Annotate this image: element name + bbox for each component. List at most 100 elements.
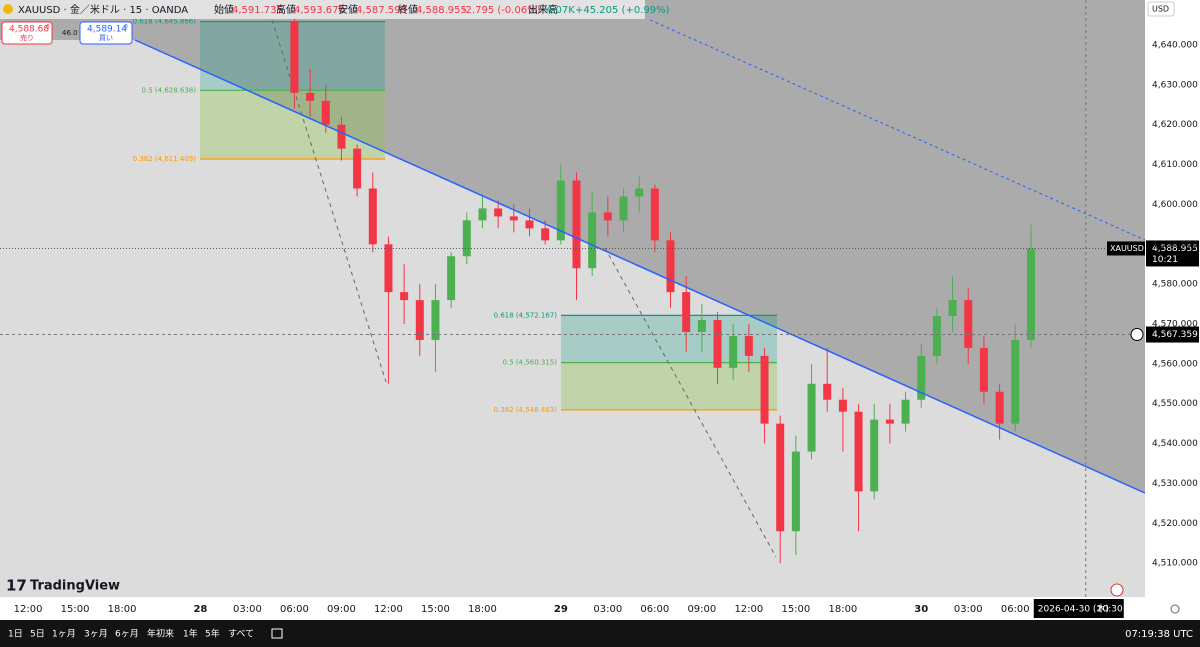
last-price-tag bbox=[1146, 240, 1199, 267]
x-tick-label: 28 bbox=[193, 604, 207, 615]
range-button[interactable]: すべて bbox=[228, 629, 254, 640]
y-tick-label: 4,580.000 bbox=[1152, 280, 1198, 290]
candle-body bbox=[368, 188, 377, 245]
crosshair-x-time: 10:30 bbox=[1097, 605, 1123, 615]
candle-body bbox=[823, 383, 832, 400]
candle-body bbox=[447, 256, 456, 301]
x-tick-label: 15:00 bbox=[61, 604, 90, 615]
candle-body bbox=[791, 451, 800, 532]
toolbar bbox=[0, 620, 1200, 647]
candle-body bbox=[603, 212, 612, 221]
symbol[interactable]: XAUUSD · 金／米ドル · 15 · OANDA bbox=[18, 3, 188, 16]
candle-body bbox=[854, 411, 863, 492]
range-button[interactable]: 1ヶ月 bbox=[52, 629, 76, 640]
fib-guide bbox=[604, 247, 777, 558]
range-button[interactable]: 年初来 bbox=[147, 628, 174, 640]
clock: 07:19:38 UTC bbox=[1125, 629, 1193, 640]
candle-body bbox=[635, 188, 644, 197]
candle-body bbox=[917, 355, 926, 400]
range-button[interactable]: 6ヶ月 bbox=[115, 629, 139, 640]
candle-body bbox=[321, 100, 330, 125]
candle-body bbox=[948, 300, 957, 317]
x-tick-label: 18:00 bbox=[108, 604, 137, 615]
candle-body bbox=[807, 383, 816, 452]
y-tick-label: 4,570.000 bbox=[1152, 320, 1198, 330]
range-button[interactable]: 5日 bbox=[30, 629, 45, 640]
logo-mark: 17 bbox=[6, 577, 27, 595]
crosshair-y-tag bbox=[1146, 326, 1199, 343]
time-axis bbox=[0, 597, 1200, 620]
candle-body bbox=[290, 21, 299, 93]
candle-body bbox=[713, 320, 722, 368]
symbol-tag bbox=[1107, 241, 1145, 256]
candle-body bbox=[415, 300, 424, 340]
candle-body bbox=[556, 180, 565, 241]
y-tick-label: 4,590.000 bbox=[1152, 240, 1198, 250]
x-tick-label: 12:00 bbox=[734, 604, 763, 615]
volume-label: 出来高 bbox=[528, 3, 558, 16]
ohlc-value: 4,591.735 bbox=[232, 5, 283, 16]
candle-body bbox=[870, 419, 879, 492]
buy-button[interactable] bbox=[79, 21, 133, 45]
range-button[interactable]: 3ヶ月 bbox=[84, 629, 108, 640]
symbol-tag-label: XAUUSD bbox=[1110, 244, 1144, 253]
y-tick-label: 4,550.000 bbox=[1152, 399, 1198, 409]
candle-body bbox=[306, 92, 315, 101]
candle-body bbox=[901, 399, 910, 424]
candle-body bbox=[729, 335, 738, 368]
x-tick-label: 12:00 bbox=[374, 604, 403, 615]
range-button[interactable]: 1日 bbox=[8, 629, 23, 640]
candle-body bbox=[588, 212, 597, 269]
buy-label: 買い bbox=[99, 34, 113, 42]
candle-body bbox=[744, 335, 753, 356]
ohlc-value: 4,588.955 bbox=[416, 5, 467, 16]
candle-body bbox=[431, 300, 440, 340]
candle-body bbox=[353, 148, 362, 189]
y-tick-label: 4,600.000 bbox=[1152, 200, 1198, 210]
fib-label: 0.382 (4,548.463) bbox=[494, 406, 558, 414]
candle-body bbox=[776, 423, 785, 532]
x-tick-label: 15:00 bbox=[421, 604, 450, 615]
candle-body bbox=[964, 300, 973, 348]
candle-body bbox=[384, 244, 393, 293]
trend-line bbox=[134, 39, 1146, 494]
buy-price: 4,589.14 bbox=[87, 25, 127, 35]
day-change: +45.205 (+0.99%) bbox=[575, 5, 670, 16]
add-alert[interactable] bbox=[1130, 328, 1144, 342]
x-tick-label: 06:00 bbox=[280, 604, 309, 615]
fib-label: 0.382 (4,611.409) bbox=[133, 155, 197, 163]
event-icon[interactable] bbox=[1110, 583, 1124, 597]
candle-body bbox=[1026, 248, 1035, 340]
range-button[interactable]: 1年 bbox=[183, 628, 198, 640]
crosshair-x-tag bbox=[1033, 599, 1124, 618]
y-tick-label: 4,530.000 bbox=[1152, 479, 1198, 489]
x-tick-label: 03:00 bbox=[593, 604, 622, 615]
crosshair-x-date: 2026-04-30 (木) bbox=[1038, 603, 1109, 615]
x-tick-label: 30 bbox=[914, 604, 928, 615]
sell-button[interactable] bbox=[1, 21, 53, 45]
sell-price: 4,588.68 bbox=[9, 25, 49, 35]
y-tick-label: 4,560.000 bbox=[1152, 359, 1198, 369]
x-tick-label: 15:00 bbox=[781, 604, 810, 615]
settings-icon[interactable] bbox=[1170, 604, 1180, 614]
candle-body bbox=[462, 220, 471, 257]
ohlc-label: 安値 bbox=[338, 3, 358, 16]
candle-body bbox=[995, 391, 1004, 424]
candle-body bbox=[494, 208, 503, 217]
candle-body bbox=[509, 216, 518, 221]
range-button[interactable]: 5年 bbox=[205, 628, 220, 640]
ohlc-label: 始値 bbox=[214, 3, 234, 16]
x-tick-label: 18:00 bbox=[828, 604, 857, 615]
candle-body bbox=[572, 180, 581, 269]
logo: TradingView bbox=[30, 579, 120, 594]
fib-zone bbox=[561, 362, 777, 410]
candle-body bbox=[760, 355, 769, 424]
candle-body bbox=[838, 399, 847, 412]
candle-body bbox=[337, 124, 346, 149]
date-range-icon[interactable] bbox=[271, 628, 283, 639]
x-tick-label: 03:00 bbox=[954, 604, 983, 615]
candle-body bbox=[932, 316, 941, 356]
candle-body bbox=[619, 196, 628, 221]
currency-button[interactable] bbox=[1147, 1, 1175, 17]
